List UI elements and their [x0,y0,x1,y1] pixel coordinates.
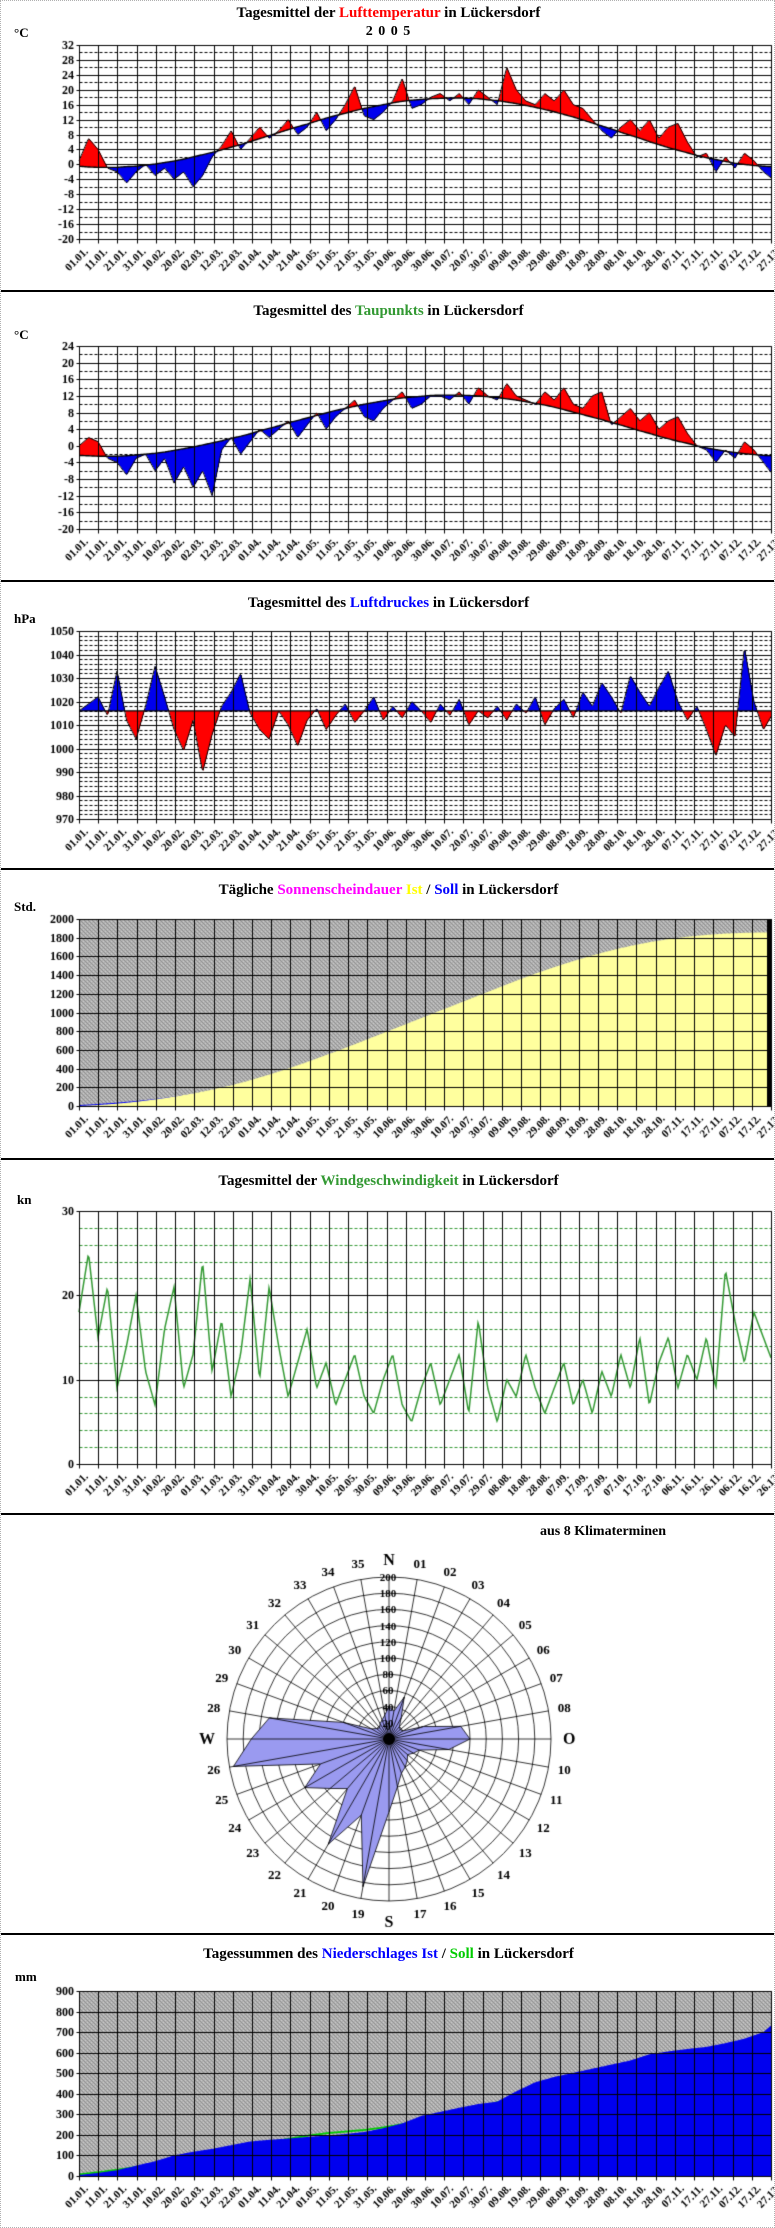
sunshine-chart [1,869,774,1159]
windspeed-chart-title: Tagesmittel der Windgeschwindigkeit in L… [1,1173,774,1190]
panel-sunshine: Tägliche Sonnenscheindauer Ist / Soll in… [1,869,774,1159]
y-axis-unit-temperature: °C [14,25,29,40]
panel-precipitation: Tagessummen des Niederschlages Ist / Sol… [1,1934,774,2227]
title-segment: in Lückersdorf [458,1173,559,1189]
title-segment: Luftdruckes [349,595,430,611]
wind-rose-chart [1,1514,774,1934]
title-segment: Tagesmittel des [253,303,355,319]
title-segment: in Lückersdorf [440,5,541,21]
title-segment: Tagesmittel der [236,5,340,21]
year-subtitle: 2 0 0 5 [365,24,412,39]
title-segment: / [438,1946,450,1962]
pressure-chart-title: Tagesmittel des Luftdruckes in Lückersdo… [1,595,774,612]
temperature-chart [1,1,774,291]
panel-divider [1,1513,774,1515]
panel-windspeed: Tagesmittel der Windgeschwindigkeit in L… [1,1159,774,1514]
title-segment: in Lückersdorf [473,1946,574,1962]
title-segment: in Lückersdorf [429,595,530,611]
panel-divider [1,1158,774,1160]
panel-windrose: aus 8 Klimaterminen [1,1514,774,1934]
title-segment: Tagessummen des [203,1946,322,1962]
title-segment: Ist [405,882,423,898]
y-axis-unit-sunshine: Std. [14,899,37,914]
panel-divider [1,1933,774,1935]
precipitation-chart-title: Tagessummen des Niederschlages Ist / Sol… [1,1946,774,1963]
title-segment: Tägliche [218,882,278,898]
title-segment: / [422,882,435,898]
y-axis-unit-windspeed: kn [17,1192,32,1207]
title-segment: Taupunkts [354,303,424,319]
title-segment: in Lückersdorf [423,303,524,319]
dewpoint-chart-title: Tagesmittel des Taupunkts in Lückersdorf [1,303,774,320]
title-segment: in Lückersdorf [458,882,559,898]
y-axis-unit-precipitation: mm [15,1969,37,1984]
title-segment: Tagesmittel der [218,1173,321,1189]
pressure-chart [1,581,774,869]
title-segment: Sonnenscheindauer [277,882,403,898]
y-axis-unit-pressure: hPa [14,611,36,626]
temperature-chart-title: Tagesmittel der Lufttemperatur in Lücker… [1,5,774,22]
panel-divider [1,580,774,582]
wind-speed-chart [1,1159,774,1514]
title-segment: Tagesmittel des [247,595,350,611]
title-segment: Soll [434,882,459,898]
title-segment: Niederschlages Ist [321,1946,438,1962]
precipitation-chart [1,1934,774,2227]
title-segment: Windgeschwindigkeit [320,1173,459,1189]
y-axis-unit-dewpoint: °C [14,327,29,342]
windrose-title: aus 8 Klimaterminen [540,1524,666,1539]
title-segment: Lufttemperatur [339,5,441,21]
dewpoint-chart [1,291,774,581]
panel-divider [1,290,774,292]
panel-temperature: Tagesmittel der Lufttemperatur in Lücker… [1,1,774,291]
panel-divider [1,868,774,870]
sunshine-chart-title: Tägliche Sonnenscheindauer Ist / Soll in… [1,882,774,899]
panel-pressure: Tagesmittel des Luftdruckes in Lückersdo… [1,581,774,869]
title-segment: Soll [449,1946,474,1962]
panel-dewpoint: Tagesmittel des Taupunkts in Lückersdorf… [1,291,774,581]
